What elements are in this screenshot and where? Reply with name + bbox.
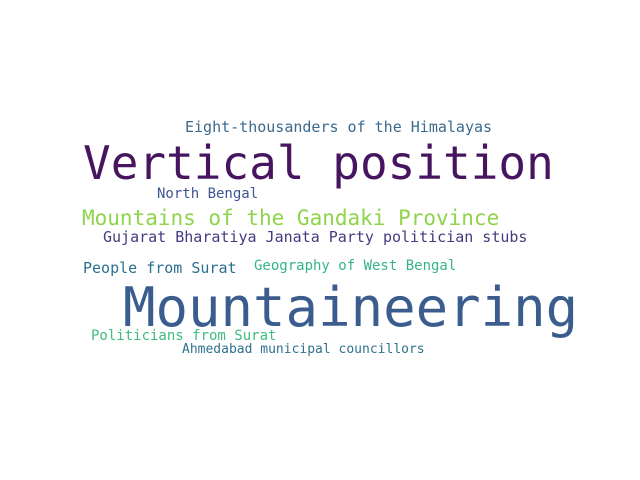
word-gujarat-bjp-stubs: Gujarat Bharatiya Janata Party politicia…: [103, 228, 528, 246]
word-politicians-from-surat: Politicians from Surat: [91, 328, 277, 344]
word-vertical-position: Vertical position: [83, 136, 554, 190]
word-mountaineering: Mountaineering: [123, 276, 579, 339]
word-geography-west-bengal: Geography of West Bengal: [254, 258, 457, 274]
word-north-bengal: North Bengal: [157, 186, 259, 202]
word-mountains-gandaki: Mountains of the Gandaki Province: [82, 206, 500, 230]
word-people-from-surat: People from Surat: [83, 259, 237, 277]
word-eight-thousanders: Eight-thousanders of the Himalayas: [185, 118, 493, 136]
word-ahmedabad-councillors: Ahmedabad municipal councillors: [182, 342, 425, 357]
